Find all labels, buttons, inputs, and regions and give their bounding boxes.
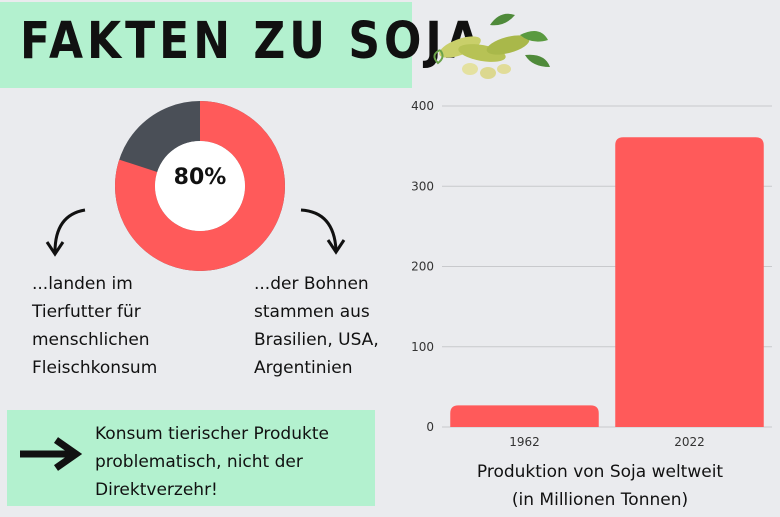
- curved-arrow-left-icon: [45, 208, 86, 257]
- bar-1962: [450, 405, 599, 427]
- donut-main-segment: [115, 101, 285, 271]
- donut-percent-label: 80%: [173, 165, 227, 190]
- y-tick-label: 400: [411, 99, 434, 113]
- page-title: FAKTEN ZU SOJA: [20, 12, 484, 71]
- donut-chart: [115, 101, 285, 271]
- x-tick-label: 2022: [674, 435, 705, 449]
- curved-arrow-right-icon: [300, 208, 346, 255]
- right-fact-text: ...der Bohnen stammen aus Brasilien, USA…: [254, 274, 379, 378]
- title-banner: [0, 2, 412, 88]
- left-fact-text: ...landen im Tierfutter für menschlichen…: [32, 274, 158, 378]
- y-tick-label: 0: [426, 420, 434, 434]
- chart-caption-title: Produktion von Soja weltweit: [476, 462, 724, 482]
- chart-caption-unit: (in Millionen Tonnen): [511, 490, 689, 510]
- arrow-right-icon: [20, 437, 82, 471]
- bar-chart: 0 100 200 300 400 1962 2022: [411, 99, 772, 449]
- conclusion-text: Konsum tierischer Produkte problematisch…: [95, 424, 329, 500]
- chart-caption: Produktion von Soja weltweit (in Million…: [430, 458, 770, 514]
- y-tick-label: 300: [411, 179, 434, 193]
- soybean-illustration: [433, 13, 550, 79]
- x-tick-label: 1962: [509, 435, 540, 449]
- y-tick-label: 200: [411, 260, 434, 274]
- bar-2022: [615, 137, 764, 428]
- y-tick-label: 100: [411, 340, 434, 354]
